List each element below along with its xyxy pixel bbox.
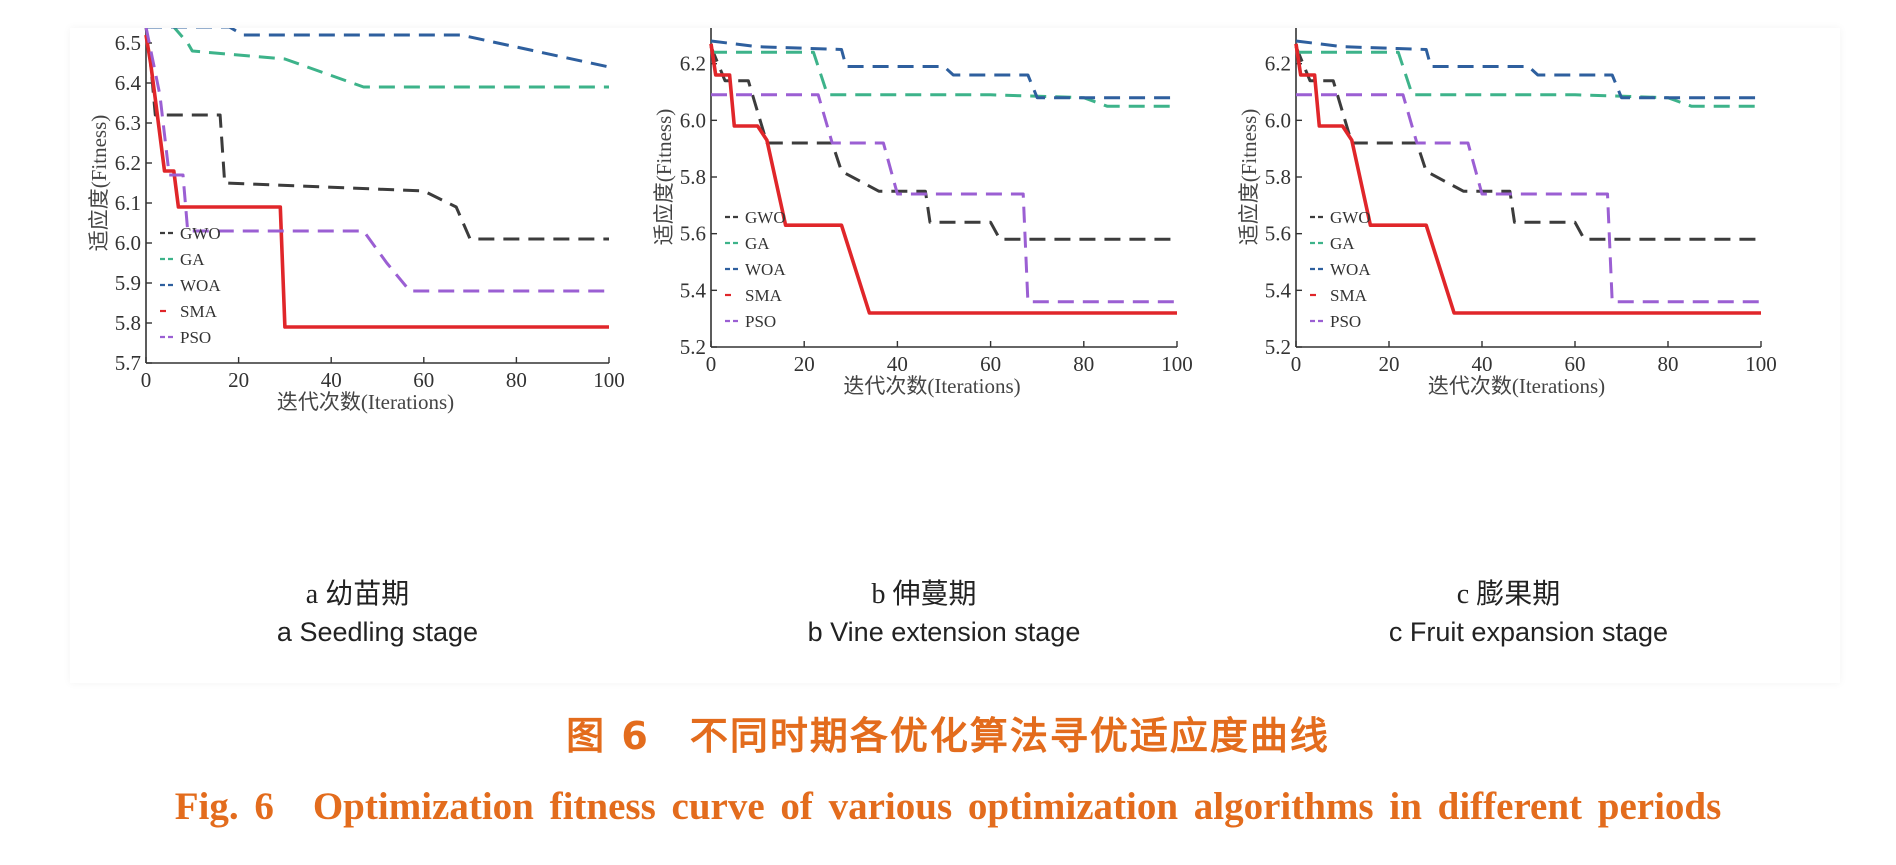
y-tick-label: 5.9 [115, 271, 141, 295]
series-line-sma [709, 43, 1177, 315]
x-tick-label: 0 [141, 368, 152, 392]
legend-label-pso: PSO [180, 328, 211, 347]
legend-label-gwo: GWO [745, 208, 786, 227]
series-line-ga [711, 50, 1177, 108]
series-line-pso [1296, 93, 1761, 304]
x-axis-label: 迭代次数(Iterations) [277, 390, 454, 414]
legend-label-ga: GA [745, 234, 770, 253]
y-axis-label: 适应度(Fitness) [1237, 109, 1261, 246]
y-tick-label: 5.7 [115, 351, 141, 375]
y-tick-label: 6.2 [115, 151, 141, 175]
charts-svg: 0 20 40 60 80 100 5.7 5.8 5.9 6.0 6.1 6.2 6.3 6.4 6.5 6… [87, 0, 1777, 647]
subtitle-cn: b 伸蔓期 [871, 578, 976, 610]
x-axis-label: 迭代次数(Iterations) [843, 374, 1020, 398]
y-tick-label: 5.4 [680, 278, 707, 302]
y-tick-label: 6.5 [115, 31, 141, 55]
x-tick-label: 40 [1472, 352, 1493, 376]
x-tick-label: 60 [1565, 352, 1586, 376]
series-line-pso [711, 93, 1177, 304]
y-tick-label: 5.2 [1265, 335, 1291, 359]
chart-panel-2: 0204060801005.25.45.65.86.06.26.4×10⁻³迭代… [652, 0, 1193, 647]
legend: GWO GA WOA SMA PSO [725, 208, 786, 331]
x-tick-label: 100 [593, 368, 625, 392]
chart-panel-1: 0204060801005.75.85.96.06.16.26.36.46.56… [87, 0, 625, 647]
legend-label-woa: WOA [180, 276, 221, 295]
x-tick-label: 60 [413, 368, 434, 392]
y-tick-label: 5.4 [1265, 278, 1292, 302]
series-line-sma [144, 34, 609, 329]
y-tick-label: 6.3 [115, 111, 141, 135]
x-tick-label: 80 [1658, 352, 1679, 376]
subtitle-cn: c 膨果期 [1457, 578, 1560, 610]
x-tick-label: 80 [1073, 352, 1094, 376]
y-tick-label: 6.0 [115, 231, 141, 255]
subtitle-en: a Seedling stage [277, 617, 478, 647]
y-tick-label: 6.2 [680, 52, 706, 76]
x-tick-label: 20 [794, 352, 815, 376]
series-line-gwo [709, 46, 1177, 241]
x-tick-label: 0 [1291, 352, 1302, 376]
legend-label-woa: WOA [745, 260, 786, 279]
y-tick-label: 6.0 [680, 108, 706, 132]
y-tick-label: 5.8 [680, 165, 706, 189]
chart-panel-3: 0204060801005.25.45.65.86.06.26.4×10⁻³迭代… [1237, 0, 1777, 647]
figure-panel: 0 20 40 60 80 100 5.7 5.8 5.9 6.0 6.1 6.2 6.3 6.4 6.5 6… [70, 0, 1840, 683]
y-tick-label: 5.6 [680, 222, 706, 246]
series-line-sma [1294, 43, 1761, 315]
subtitle-cn: a 幼苗期 [306, 578, 409, 610]
x-tick-label: 40 [321, 368, 342, 392]
legend-label-pso: PSO [1330, 312, 1361, 331]
y-tick-label: 6.0 [1265, 108, 1291, 132]
legend-label-ga: GA [180, 250, 205, 269]
series-line-woa [1295, 39, 1761, 100]
y-tick-label: 5.8 [1265, 165, 1291, 189]
y-axis-label: 适应度(Fitness) [652, 109, 676, 246]
legend-label-pso: PSO [745, 312, 776, 331]
legend-label-sma: SMA [180, 302, 218, 321]
series-line-ga [146, 25, 609, 89]
legend-label-gwo: GWO [180, 224, 221, 243]
figure-caption-cn: 图 6 不同时期各优化算法寻优适应度曲线 [566, 714, 1330, 758]
y-tick-label: 6.1 [115, 191, 141, 215]
series-line-ga [1296, 50, 1761, 108]
legend-label-sma: SMA [745, 286, 783, 305]
y-tick-label: 6.2 [1265, 52, 1291, 76]
x-tick-label: 0 [706, 352, 717, 376]
legend-label-sma: SMA [1330, 286, 1368, 305]
series-line-woa [146, 25, 610, 69]
x-tick-label: 80 [506, 368, 527, 392]
x-tick-label: 20 [228, 368, 249, 392]
legend-label-woa: WOA [1330, 260, 1371, 279]
y-axis-label: 适应度(Fitness) [87, 115, 111, 252]
y-tick-label: 5.2 [680, 335, 706, 359]
x-tick-label: 100 [1161, 352, 1193, 376]
x-axis-label: 迭代次数(Iterations) [1428, 374, 1605, 398]
series-line-gwo [1294, 46, 1761, 241]
subtitle-en: c Fruit expansion stage [1389, 617, 1668, 647]
x-tick-label: 100 [1745, 352, 1777, 376]
figure-caption-en: Fig. 6 Optimization fitness curve of var… [174, 785, 1722, 828]
x-tick-label: 60 [980, 352, 1001, 376]
y-tick-label: 5.6 [1265, 222, 1291, 246]
legend: GWO GA WOA SMA PSO [1310, 208, 1371, 331]
subtitle-en: b Vine extension stage [808, 617, 1081, 647]
legend-label-gwo: GWO [1330, 208, 1371, 227]
series-line-pso [144, 26, 609, 293]
x-tick-label: 40 [887, 352, 908, 376]
legend-label-ga: GA [1330, 234, 1355, 253]
y-tick-label: 5.8 [115, 311, 141, 335]
y-tick-label: 6.4 [115, 71, 142, 95]
x-tick-label: 20 [1379, 352, 1400, 376]
legend: GWO GA WOA SMA PSO [160, 224, 221, 347]
series-line-woa [710, 39, 1177, 100]
